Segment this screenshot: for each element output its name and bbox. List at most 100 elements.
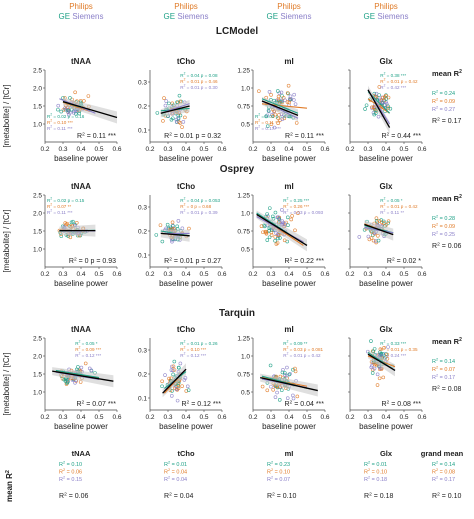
y-tick-label: 2.5 [33,192,42,199]
panel-title: tCho [177,182,195,191]
site-r2-label: R2 = 0.05 * [75,340,98,347]
x-tick-label: 0.6 [320,271,329,278]
bottom-total-r2: R2 = 0.18 [364,492,394,501]
scatter-point [276,94,281,99]
scatter-point [371,349,376,354]
mean-fit-line [160,105,190,114]
x-axis-label: baseline power [159,279,213,288]
mean-r2-header: mean R2 [432,69,462,78]
scatter-point [73,90,77,95]
mean-r2-site: R2 = 0.27 [432,106,455,114]
scatter-point [71,110,76,115]
x-tick-label: 0.6 [320,414,329,421]
x-tick-label: 0.2 [345,271,354,278]
scatter-point [87,366,92,371]
scatter-point [264,230,268,235]
scatter-point [171,364,176,369]
scatter-point [375,372,380,377]
scatter-point [67,112,71,117]
scatter-point [271,114,275,118]
x-tick-label: 0.6 [112,146,121,153]
site-r2-label: R2 = 0.01 p = 0.42 [283,352,321,359]
y-tick-label: 2.5 [33,67,42,74]
scatter-point [265,124,270,128]
scatter-point [154,233,159,237]
mean-r2-total: R2 = 0.08 [432,385,462,394]
scatter-point [270,214,275,219]
x-tick-label: 0.4 [284,146,293,153]
scatter-point [296,211,300,216]
scatter-point [384,102,389,106]
scatter-point [374,91,379,96]
bottom-site-r2: R2 = 0.04 [164,476,187,484]
x-axis-label: baseline power [54,154,108,163]
site-r2-label: R2 = 0.01 p = 0.35 [380,346,418,353]
x-tick-label: 0.6 [217,414,226,421]
scatter-point [293,366,297,371]
x-axis-label: baseline power [359,154,413,163]
panel-mean-r2: R2 = 0.04 *** [284,400,324,409]
y-tick-label: 0.1 [138,395,147,402]
y-tick-label: 0.1 [138,252,147,259]
scatter-point [384,223,389,227]
scatter-point [377,219,382,223]
scatter-point [167,376,171,381]
scatter-point [172,368,177,372]
x-tick-label: 0.2 [248,146,257,153]
scatter-point [163,103,168,108]
scatter-point [287,372,292,377]
section-title: LCModel [216,26,258,37]
scatter-point [183,115,187,120]
panel-title: Glx [380,325,393,334]
scatter-point [276,116,281,121]
x-tick-label: 0.2 [40,146,49,153]
scatter-point [186,388,191,392]
mean-fit-line [260,376,318,392]
scatter-point [274,242,279,246]
scatter-point [286,83,291,88]
y-tick-label: 1.0 [33,246,42,253]
x-axis-label: baseline power [359,279,413,288]
y-tick-label: 0.2 [138,228,147,235]
scatter-point [170,116,175,121]
scatter-point [178,361,183,366]
scatter-point [74,220,79,225]
scatter-point [170,364,174,369]
scatter-point [369,339,373,343]
x-tick-label: 0.3 [58,414,67,421]
scatter-point [77,111,82,116]
scatter-point [276,215,280,219]
scatter-point [272,125,277,130]
x-tick-label: 0.3 [58,271,67,278]
scatter-point [376,238,381,243]
x-tick-label: 0.4 [181,146,190,153]
legend-philips: Philips [69,2,93,11]
x-tick-label: 0.2 [345,146,354,153]
bottom-site-r2: R2 = 0.23 [267,461,290,469]
scatter-point [182,378,187,382]
scatter-point [374,216,379,221]
scatter-point [366,234,371,239]
scatter-point [278,236,282,240]
bottom-site-r2: R2 = 0.18 [364,476,387,484]
x-tick-label: 0.3 [266,271,275,278]
panel-lcmodel-tcho: tCho 0.2 0.3 0.4 0.5 0.6 0.1 0.2 0.3 R2 = 0.04 p … [138,57,227,163]
mean-r2-total: R2 = 0.06 [432,242,462,251]
fit-line-ge [261,98,299,114]
scatter-point [161,119,165,123]
scatter-point [172,359,177,364]
site-r2-label: R2 = 0.01 p = 0.26 [180,340,218,347]
site-r2-label: R2 = 0.02 p = 0.15 [47,197,85,204]
x-axis-label: baseline power [54,279,108,288]
scatter-point [63,379,68,383]
x-tick-label: 0.4 [284,414,293,421]
x-tick-label: 0.6 [417,146,426,153]
scatter-point [269,384,273,389]
scatter-point [382,221,386,225]
scatter-point [267,206,272,210]
site-r2-label: R2 = 0.03 p = 0.25 [255,113,293,120]
scatter-point [185,384,190,389]
scatter-point [265,113,269,118]
scatter-point [279,90,284,95]
mean-r2-site: R2 = 0.24 [432,90,455,98]
